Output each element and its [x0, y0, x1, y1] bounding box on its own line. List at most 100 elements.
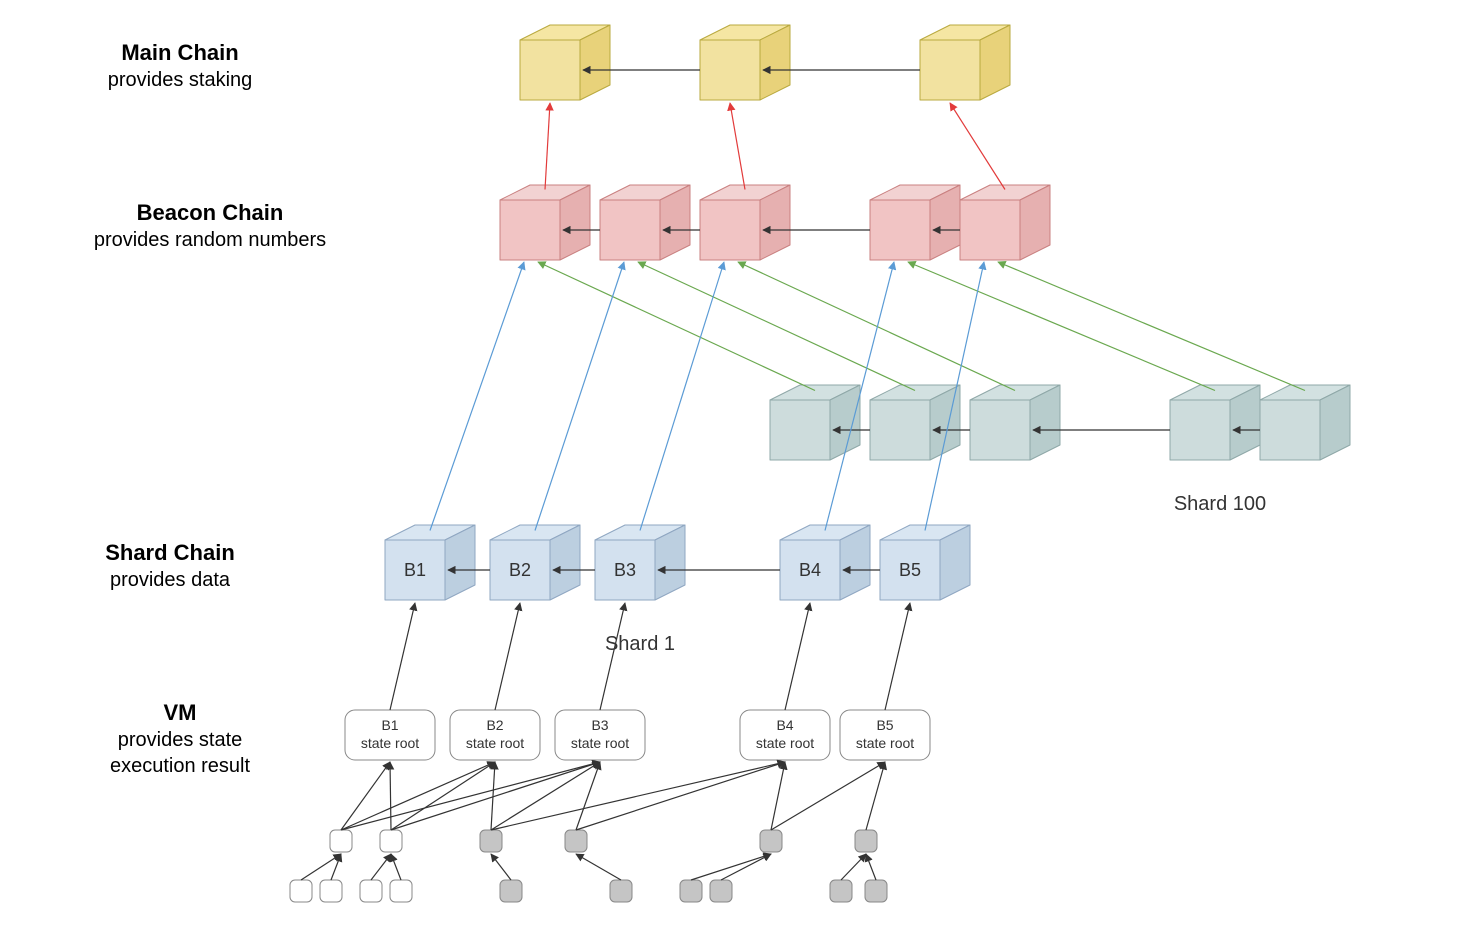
bot-to-mid-5: [576, 854, 621, 880]
mid-to-state-12: [771, 762, 885, 830]
cube-label-shard1-3: B4: [799, 560, 821, 580]
vm-label-sub1: provides state: [118, 729, 243, 751]
shard1-to-beacon-0: [430, 262, 524, 531]
cube-shard1-1: B2: [490, 525, 580, 600]
tree-mid-3: [565, 830, 587, 852]
cube-shard1-3: B4: [780, 525, 870, 600]
tree-bot-5: [610, 880, 632, 902]
state-root-line2-3: state root: [756, 735, 814, 751]
main-label-sub: provides staking: [108, 69, 253, 91]
tree-bot-6: [680, 880, 702, 902]
cube-shard1-0: B1: [385, 525, 475, 600]
main-label-title: Main Chain: [121, 40, 238, 65]
state-root-line1-3: B4: [776, 717, 793, 733]
tree-bot-4: [500, 880, 522, 902]
state-root-0: B1 state root: [345, 710, 435, 760]
mid-to-state-7: [491, 762, 600, 830]
cube-label-shard1-2: B3: [614, 560, 636, 580]
shard100-to-beacon-4: [998, 262, 1305, 391]
bot-to-mid-9: [866, 854, 876, 880]
mid-to-state-8: [576, 762, 600, 830]
bot-to-mid-0: [301, 854, 341, 880]
beacon-to-main-2: [950, 103, 1005, 190]
state-root-4: B5 state root: [840, 710, 930, 760]
bot-to-mid-4: [491, 854, 511, 880]
state-to-shard-1: [495, 603, 520, 710]
cube-beacon-3: [870, 185, 960, 260]
cube-label-shard1-1: B2: [509, 560, 531, 580]
state-root-1: B2 state root: [450, 710, 540, 760]
bot-to-mid-3: [391, 854, 401, 880]
shard100-to-beacon-0: [538, 262, 815, 391]
state-root-line1-2: B3: [591, 717, 608, 733]
vm-label-sub2: execution result: [110, 755, 251, 777]
state-to-shard-0: [390, 603, 415, 710]
beacon-to-main-1: [730, 103, 745, 190]
mid-to-state-9: [491, 762, 785, 830]
state-root-line1-1: B2: [486, 717, 503, 733]
bot-to-mid-6: [691, 854, 771, 880]
mid-to-state-3: [391, 762, 495, 830]
shard-label-title: Shard Chain: [105, 540, 235, 565]
shard100-tag: Shard 100: [1174, 493, 1266, 515]
state-to-shard-4: [885, 603, 910, 710]
cube-label-shard1-0: B1: [404, 560, 426, 580]
beacon-to-main-0: [545, 103, 550, 190]
shard-label: Shard Chain provides data: [105, 540, 235, 591]
bot-to-mid-2: [371, 854, 391, 880]
tree-bot-8: [830, 880, 852, 902]
state-root-2: B3 state root: [555, 710, 645, 760]
mid-to-state-11: [771, 762, 785, 830]
bot-to-mid-7: [721, 854, 771, 880]
state-to-shard-2: [600, 603, 625, 710]
cube-main-0: [520, 25, 610, 100]
beacon-label: Beacon Chain provides random numbers: [94, 200, 326, 251]
state-root-line2-2: state root: [571, 735, 629, 751]
cube-beacon-1: [600, 185, 690, 260]
state-root-line2-1: state root: [466, 735, 524, 751]
mid-to-state-6: [391, 762, 600, 830]
cube-beacon-2: [700, 185, 790, 260]
tree-mid-1: [380, 830, 402, 852]
tree-bot-7: [710, 880, 732, 902]
state-root-line1-4: B5: [876, 717, 893, 733]
shard1-to-beacon-1: [535, 262, 624, 531]
shard100-to-beacon-1: [638, 262, 915, 391]
cube-main-2: [920, 25, 1010, 100]
tree-bot-2: [360, 880, 382, 902]
tree-mid-2: [480, 830, 502, 852]
state-root-line2-0: state root: [361, 735, 419, 751]
cube-label-shard1-4: B5: [899, 560, 921, 580]
cube-shard100-2: [970, 385, 1060, 460]
beacon-label-title: Beacon Chain: [137, 200, 284, 225]
cube-shard1-4: B5: [880, 525, 970, 600]
cube-main-1: [700, 25, 790, 100]
tree-bot-9: [865, 880, 887, 902]
vm-label: VM provides state execution result: [110, 700, 251, 777]
tree-mid-0: [330, 830, 352, 852]
cube-shard100-4: [1260, 385, 1350, 460]
shard100-to-beacon-3: [908, 262, 1215, 391]
tree-bot-3: [390, 880, 412, 902]
shard1-to-beacon-2: [640, 262, 724, 531]
cube-beacon-0: [500, 185, 590, 260]
beacon-label-sub: provides random numbers: [94, 229, 326, 251]
state-root-line2-4: state root: [856, 735, 914, 751]
mid-to-state-1: [390, 762, 391, 830]
bot-to-mid-8: [841, 854, 866, 880]
mid-to-state-10: [576, 762, 785, 830]
tree-bot-0: [290, 880, 312, 902]
state-root-3: B4 state root: [740, 710, 830, 760]
state-root-line1-0: B1: [381, 717, 398, 733]
cube-shard100-3: [1170, 385, 1260, 460]
tree-mid-4: [760, 830, 782, 852]
cube-beacon-4: [960, 185, 1050, 260]
cube-shard1-2: B3: [595, 525, 685, 600]
tree-bot-1: [320, 880, 342, 902]
vm-label-title: VM: [164, 700, 197, 725]
shard-label-sub: provides data: [110, 569, 231, 591]
main-label: Main Chain provides staking: [108, 40, 253, 91]
cube-shard100-1: [870, 385, 960, 460]
state-to-shard-3: [785, 603, 810, 710]
shard100-to-beacon-2: [738, 262, 1015, 391]
